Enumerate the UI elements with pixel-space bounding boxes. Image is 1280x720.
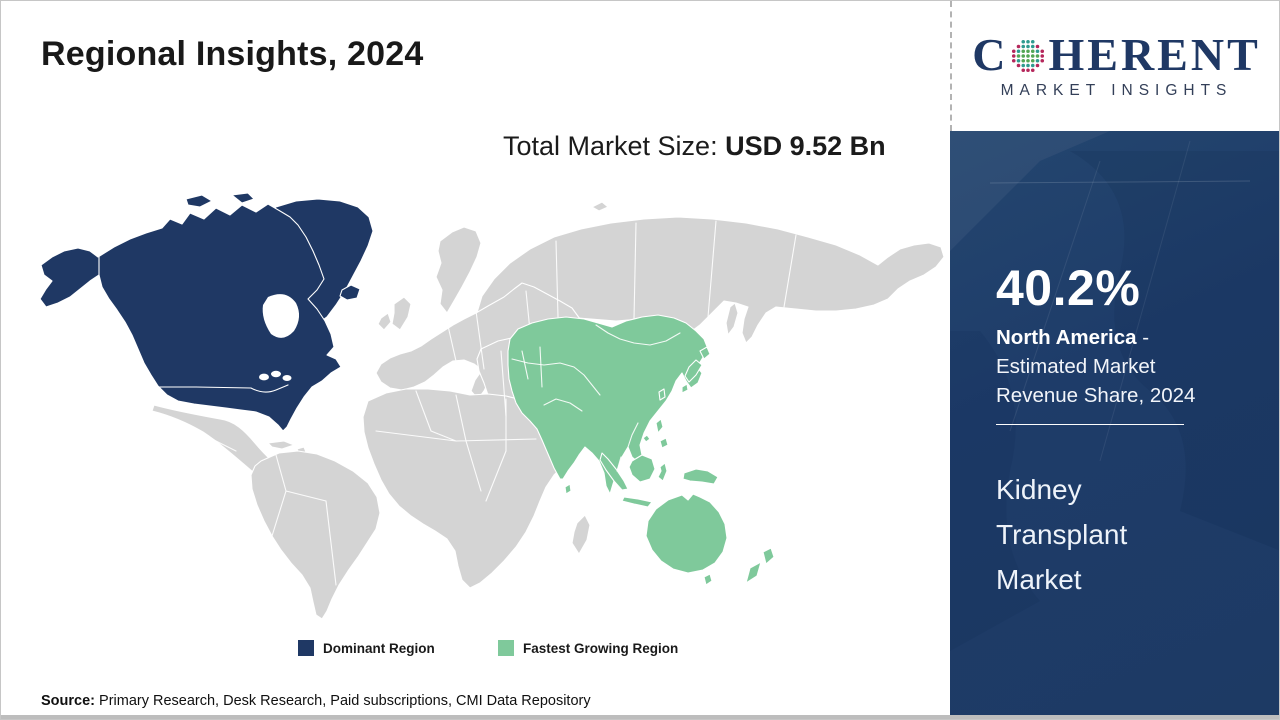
total-market-size: Total Market Size: USD 9.52 Bn [503,127,903,166]
dominant-region-label: Dominant Region [323,640,435,656]
total-market-size-value: USD 9.52 Bn [725,131,886,161]
brand-letters-rest: HERENT [1048,29,1261,80]
legend-item-fastest-growing-region: Fastest Growing Region [498,640,678,656]
inland-water [259,294,300,381]
market-share-value: 40.2% [996,260,1141,316]
brand-logo: C HERENT MARKET INSIGHTS [950,1,1279,131]
page-title: Regional Insights, 2024 [41,35,424,73]
region-north-america [39,192,374,432]
region-asia-pacific [507,314,775,586]
market-share-description: North America - Estimated Market Revenue… [996,326,1196,407]
brand-letter-c: C [972,29,1009,80]
legend-item-dominant-region: Dominant Region [298,640,435,656]
dominant-region-swatch [298,640,314,656]
bottom-border-strip [1,715,1279,719]
apac-borders [511,324,681,472]
coherent-globe-icon [1012,39,1045,73]
country-borders [175,220,797,586]
panel-divider [996,424,1184,425]
world-map-svg [39,192,945,620]
source-line: Source: Primary Research, Desk Research,… [41,693,591,709]
highlight-panel: 40.2% North America - Estimated Market R… [950,131,1279,717]
source-label: Source: [41,693,95,709]
brand-wordmark: C HERENT [972,32,1261,78]
fastest-growing-region-label: Fastest Growing Region [523,640,679,656]
panel-map-texture [950,131,1279,651]
na-borders [98,254,289,393]
fastest-growing-region-swatch [498,640,514,656]
market-name: Kidney Transplant Market [996,474,1128,595]
world-map [36,191,946,621]
total-market-size-label: Total Market Size: [503,131,726,161]
region-name: North America [996,326,1137,349]
source-text: Primary Research, Desk Research, Paid su… [95,693,591,709]
brand-subtitle: MARKET INSIGHTS [1000,82,1233,99]
region-other-landmass [151,201,945,620]
